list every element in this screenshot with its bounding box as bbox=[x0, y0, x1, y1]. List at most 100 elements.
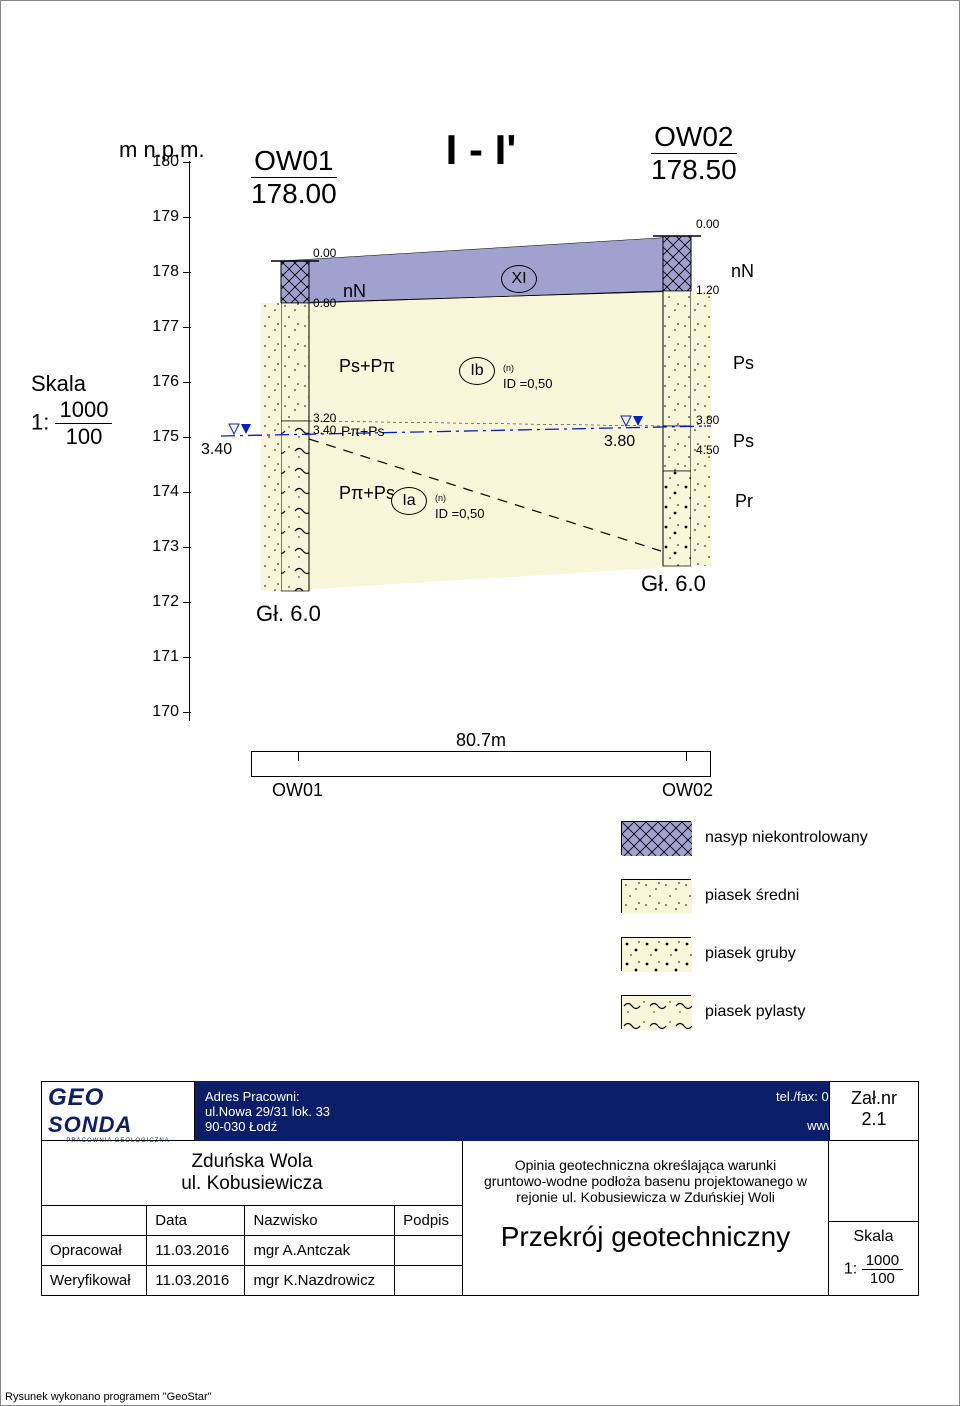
ow01-3-40: 3.40 bbox=[313, 423, 336, 437]
opinia-text: Opinia geotechniczna określająca warunki… bbox=[473, 1151, 818, 1211]
skala-column: Skala 1: 1000 100 bbox=[828, 1141, 918, 1295]
r1-name: mgr K.Nazdrowicz bbox=[245, 1266, 395, 1296]
legend-row: piasek gruby bbox=[621, 937, 868, 971]
scale-label: Skala 1: 1000 100 bbox=[31, 371, 112, 450]
axis-tick: 173 bbox=[139, 538, 179, 556]
label-nN-left: nN bbox=[343, 281, 366, 302]
legend-swatch bbox=[621, 821, 691, 855]
logo-geo: GEO bbox=[42, 1082, 194, 1112]
legend-swatch bbox=[621, 879, 691, 913]
axis-tick: 176 bbox=[139, 373, 179, 391]
skala-box: Skala 1: 1000 100 bbox=[829, 1221, 918, 1293]
sign-table: Data Nazwisko Podpis Opracował 11.03.201… bbox=[42, 1206, 462, 1295]
ow01-name: OW01 bbox=[254, 145, 333, 176]
legend-swatch bbox=[621, 937, 691, 971]
label-PsPpi: Ps+Pπ bbox=[339, 356, 395, 377]
footer-right: Opinia geotechniczna określająca warunki… bbox=[462, 1141, 828, 1295]
addr-l3: 90-030 Łodź bbox=[205, 1119, 547, 1134]
r0-role: Opracował bbox=[42, 1236, 147, 1266]
distance-bar: OW01 OW02 80.7m bbox=[251, 751, 711, 777]
circle-ib: Ib bbox=[459, 357, 495, 385]
zal-box: Zał.nr 2.1 bbox=[829, 1081, 919, 1141]
sign-row-1: Weryfikował 11.03.2016 mgr K.Nazdrowicz bbox=[42, 1266, 462, 1296]
axis-tick: 174 bbox=[139, 483, 179, 501]
axis-tick: 171 bbox=[139, 648, 179, 666]
legend-row: piasek średni bbox=[621, 879, 868, 913]
borehole-ow01-header: OW01 178.00 bbox=[251, 145, 337, 210]
circle-ia: Ia bbox=[391, 487, 427, 515]
addr-l2: ul.Nowa 29/31 lok. 33 bbox=[205, 1104, 547, 1119]
id-ib-sup: (n) bbox=[503, 363, 514, 373]
id-ib-val: ID =0,50 bbox=[503, 376, 553, 391]
przekroj-text: Przekrój geotechniczny bbox=[473, 1211, 818, 1263]
scale-fraction: 1000 100 bbox=[55, 397, 112, 450]
hdr-podpis: Podpis bbox=[395, 1206, 462, 1236]
r1-sign bbox=[395, 1266, 462, 1296]
axis-tick: 172 bbox=[139, 593, 179, 611]
software-note: Rysunek wykonano programem "GeoStar" bbox=[5, 1391, 212, 1403]
id-ia-val: ID =0,50 bbox=[435, 506, 485, 521]
sign-row-0: Opracował 11.03.2016 mgr A.Antczak bbox=[42, 1236, 462, 1266]
legend-row: nasyp niekontrolowany bbox=[621, 821, 868, 855]
water-mid: 3.80 bbox=[604, 433, 635, 451]
dist-value: 80.7m bbox=[456, 730, 506, 751]
label-Ps: Ps bbox=[733, 353, 754, 374]
scale-bot: 100 bbox=[55, 424, 112, 450]
r0-sign bbox=[395, 1236, 462, 1266]
footer-top-bar: GEO SONDA PRACOWNIA GEOLOGICZNA Adres Pr… bbox=[41, 1081, 919, 1141]
legend-label: nasyp niekontrolowany bbox=[705, 829, 868, 847]
label-PpiPs: Pπ+Ps bbox=[341, 423, 385, 439]
axis-tick: 170 bbox=[139, 703, 179, 721]
id-ib: (n) ID =0,50 bbox=[503, 361, 553, 391]
r1-date: 11.03.2016 bbox=[147, 1266, 245, 1296]
circle-xi: XI bbox=[501, 265, 537, 293]
r1-role: Weryfikował bbox=[42, 1266, 147, 1296]
diagram-area: I - I' m n.p.m. 180179178177176175174173… bbox=[41, 121, 921, 781]
footer-left: Zduńska Wola ul. Kobusiewicza Data Nazwi… bbox=[42, 1141, 462, 1295]
axis-tick: 179 bbox=[139, 208, 179, 226]
dist-right: OW02 bbox=[662, 780, 713, 801]
ow01-elev: 178.00 bbox=[251, 177, 337, 210]
id-ia: (n) ID =0,50 bbox=[435, 491, 485, 521]
axis-line bbox=[189, 161, 190, 721]
skala-prefix: 1: bbox=[844, 1261, 857, 1278]
footer: GEO SONDA PRACOWNIA GEOLOGICZNA Adres Pr… bbox=[41, 1081, 919, 1296]
zal-l1: Zał.nr bbox=[830, 1088, 918, 1109]
axis-tick: 177 bbox=[139, 318, 179, 336]
loc-l1: Zduńska Wola bbox=[52, 1151, 452, 1173]
legend-swatch bbox=[621, 995, 691, 1029]
section-title: I - I' bbox=[446, 126, 517, 174]
legend-label: piasek pylasty bbox=[705, 1003, 806, 1021]
footer-row2: Zduńska Wola ul. Kobusiewicza Data Nazwi… bbox=[41, 1141, 919, 1296]
hdr-nazwisko: Nazwisko bbox=[245, 1206, 395, 1236]
ow02-3-80: 3.80 bbox=[696, 413, 719, 427]
scale-text: Skala bbox=[31, 371, 86, 396]
ow02-depth-nn: 1.20 bbox=[696, 283, 719, 297]
hdr-data: Data bbox=[147, 1206, 245, 1236]
r0-date: 11.03.2016 bbox=[147, 1236, 245, 1266]
logo-sub: PRACOWNIA GEOLOGICZNA bbox=[42, 1138, 194, 1144]
gl-left: Gł. 6.0 bbox=[256, 601, 321, 627]
id-ia-sup: (n) bbox=[435, 493, 446, 503]
legend: nasyp niekontrolowany piasek średni piasek… bbox=[621, 821, 868, 1053]
ow01-depth-nn: 0.80 bbox=[313, 296, 336, 310]
r0-name: mgr A.Antczak bbox=[245, 1236, 395, 1266]
legend-row: piasek pylasty bbox=[621, 995, 868, 1029]
location-box: Zduńska Wola ul. Kobusiewicza bbox=[42, 1141, 462, 1206]
label-nN-right: nN bbox=[731, 261, 754, 282]
scale-prefix: 1: bbox=[31, 409, 49, 434]
scale-top: 1000 bbox=[55, 397, 112, 424]
ow02-elev: 178.50 bbox=[651, 153, 737, 186]
ow02-depth-0: 0.00 bbox=[696, 217, 719, 231]
ow02-name: OW02 bbox=[654, 121, 733, 152]
ow01-depth-0: 0.00 bbox=[313, 246, 336, 260]
skala-top: 1000 bbox=[862, 1252, 903, 1270]
ow02-4-50: 4.50 bbox=[696, 443, 719, 457]
legend-label: piasek gruby bbox=[705, 945, 796, 963]
axis-tick: 178 bbox=[139, 263, 179, 281]
skala-label: Skala bbox=[835, 1228, 912, 1246]
axis-tick: 180 bbox=[139, 153, 179, 171]
logo-sonda: SONDA bbox=[42, 1112, 194, 1138]
sign-header-row: Data Nazwisko Podpis bbox=[42, 1206, 462, 1236]
label-Pr: Pr bbox=[735, 491, 753, 512]
